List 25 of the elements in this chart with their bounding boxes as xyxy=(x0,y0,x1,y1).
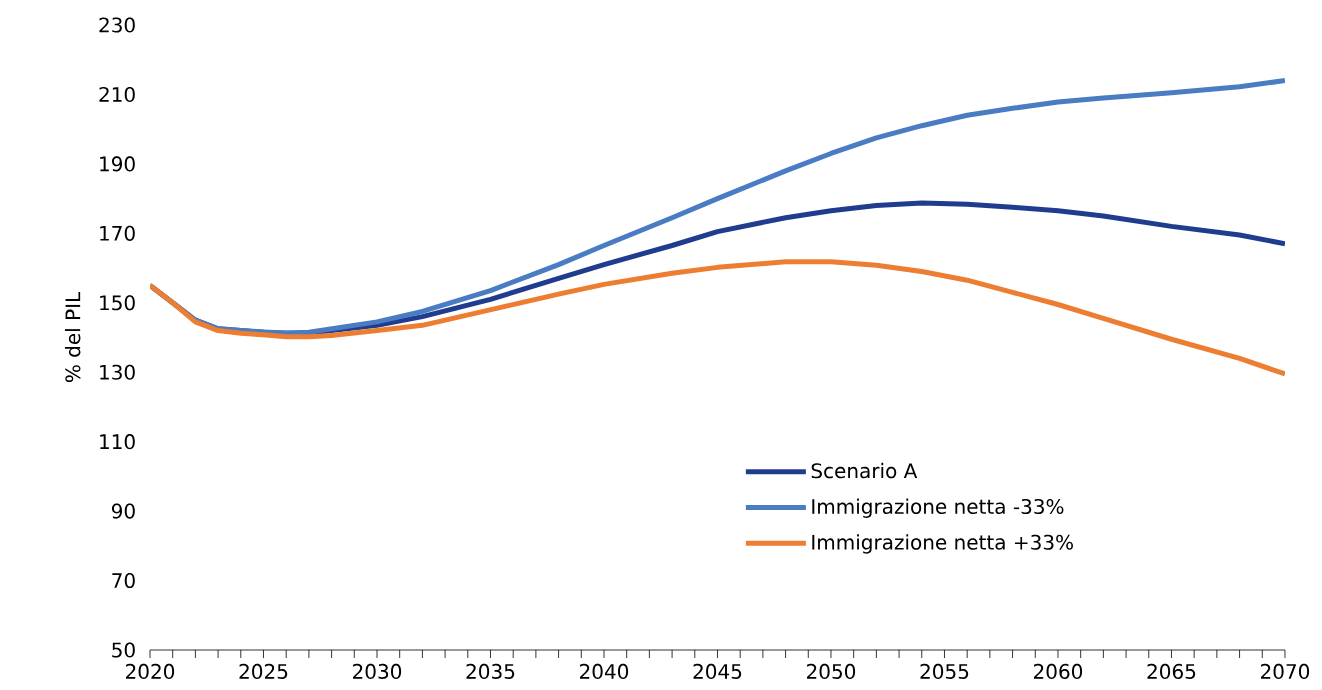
legend-label: Immigrazione netta +33% xyxy=(812,534,1073,554)
x-tick-label: 2035 xyxy=(466,663,515,679)
x-tick-label: 2040 xyxy=(580,663,629,679)
x-tick-label: 2045 xyxy=(693,663,742,679)
x-tick-label: 2070 xyxy=(1260,663,1310,679)
x-tick-label: 2020 xyxy=(126,663,175,679)
legend-label: Immigrazione netta -33% xyxy=(812,498,1064,518)
x-tick-label: 2060 xyxy=(1033,663,1083,679)
y-tick-label: 110 xyxy=(100,434,135,450)
y-tick-label: 190 xyxy=(100,156,135,172)
legend-label: Scenario A xyxy=(811,462,918,479)
x-tick-label: 2055 xyxy=(920,663,969,679)
x-tick-label: 2050 xyxy=(807,663,856,679)
y-tick-label: 170 xyxy=(100,225,135,241)
y-tick-label: 90 xyxy=(111,503,135,519)
y-tick-label: 230 xyxy=(99,17,135,33)
x-tick-label: 2030 xyxy=(353,663,402,679)
x-tick-label: 2025 xyxy=(239,663,288,679)
y-tick-label: 130 xyxy=(100,364,135,380)
y-tick-label: 70 xyxy=(112,572,135,589)
x-tick-label: 2065 xyxy=(1147,663,1196,679)
y-axis-title: % del PIL xyxy=(64,291,81,383)
y-tick-label: 150 xyxy=(100,295,135,311)
y-tick-label: 50 xyxy=(112,642,135,658)
y-tick-label: 210 xyxy=(99,86,135,102)
